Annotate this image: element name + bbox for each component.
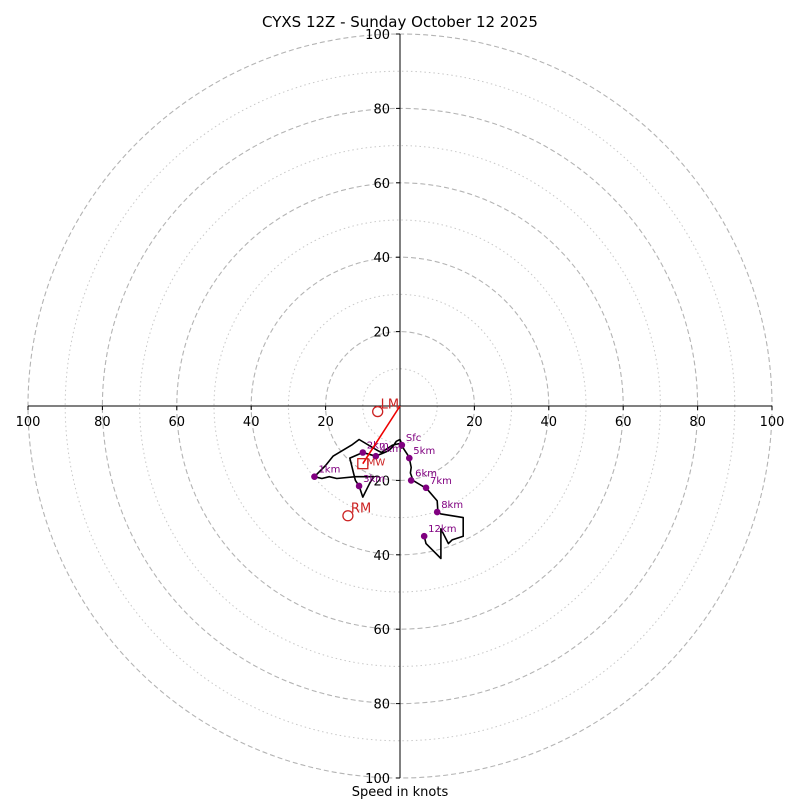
hodograph-trace-group	[313, 438, 465, 560]
x-tick-label: 100	[16, 415, 41, 430]
height-label-6km: 6km	[415, 468, 437, 479]
x-tick-label: 80	[94, 415, 111, 430]
y-tick-label: 80	[373, 102, 390, 117]
height-label-7km: 7km	[430, 476, 452, 487]
y-tick-label: 100	[365, 772, 390, 787]
hodograph-trace	[313, 438, 465, 560]
y-tick-label: 40	[373, 251, 390, 266]
height-label-1km: 1km	[318, 465, 340, 476]
y-tick-label: 100	[365, 28, 390, 43]
y-tick-label: 20	[373, 326, 390, 341]
mean-wind-marker	[357, 458, 369, 470]
x-tick-label: 60	[615, 415, 632, 430]
y-tick-label: 60	[373, 623, 390, 638]
height-point-6km	[407, 477, 415, 484]
x-tick-label: 60	[169, 415, 186, 430]
height-point-4km	[372, 452, 380, 460]
y-tick-label: 80	[373, 698, 390, 713]
height-label-4km: 4km	[380, 444, 402, 455]
y-tick-label: 60	[373, 177, 390, 192]
height-point-12km	[420, 532, 428, 540]
height-label-3km: 3km	[363, 474, 385, 485]
height-point-7km	[422, 484, 430, 492]
storm-motion-group: LM RM MW	[342, 398, 401, 522]
mean-wind-vector	[362, 405, 401, 465]
x-tick-label: 40	[541, 415, 558, 430]
height-label-5km: 5km	[413, 446, 435, 457]
lm-marker	[372, 405, 384, 418]
height-label-12km: 12km	[428, 524, 456, 535]
height-label-2km: 2km	[367, 441, 389, 452]
height-point-3km	[355, 482, 363, 490]
x-tick-label: 100	[760, 415, 785, 430]
height-label-sfc: Sfc	[406, 433, 421, 444]
height-point-5km	[406, 454, 413, 462]
rm-label: RM	[351, 502, 371, 517]
x-tick-label: 40	[243, 415, 260, 430]
height-point-8km	[433, 508, 441, 516]
x-tick-label: 20	[317, 415, 334, 430]
height-label-8km: 8km	[441, 500, 463, 511]
height-point-sfc	[398, 441, 406, 449]
x-axis-label: Speed in knots	[352, 785, 449, 800]
rm-marker	[342, 510, 354, 522]
height-point-2km	[359, 449, 367, 456]
lm-label: LM	[381, 398, 399, 413]
mean-wind-label: MW	[367, 458, 386, 469]
height-point-1km	[311, 473, 318, 480]
x-tick-label: 80	[689, 415, 706, 430]
tick-labels: 100 80 60 40 20 20 40 60 80 100 100 80 60 40 20 20 40 60 8…	[16, 28, 785, 787]
x-tick-label: 20	[466, 415, 483, 430]
chart-title: CYXS 12Z - Sunday October 12 2025	[262, 13, 538, 31]
y-tick-label: 20	[373, 474, 390, 489]
y-tick-label: 40	[373, 549, 390, 564]
